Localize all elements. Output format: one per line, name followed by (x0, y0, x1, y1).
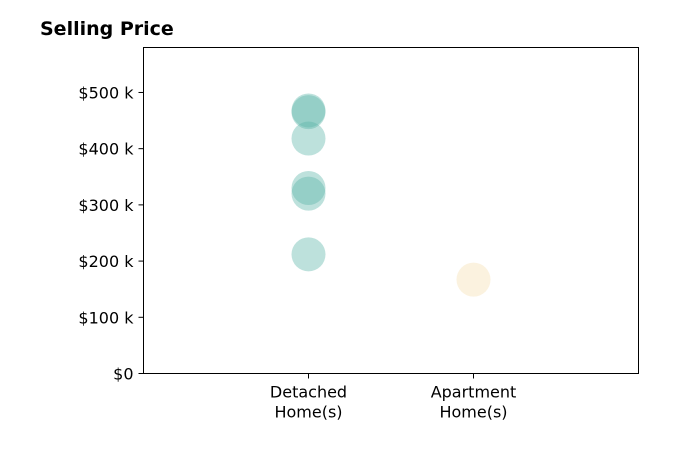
y-tick-label: $400 k (78, 140, 134, 159)
x-tick-label: Apartment Home(s) (431, 383, 517, 422)
data-point (291, 171, 326, 206)
y-tick-label: $300 k (78, 196, 134, 215)
data-point (291, 121, 326, 156)
data-point (291, 176, 326, 211)
y-tick-label: $500 k (78, 83, 134, 102)
plot-frame (143, 47, 639, 374)
y-tick-label: $200 k (78, 252, 134, 271)
data-point (291, 237, 326, 272)
data-point (291, 93, 326, 128)
y-axis: $0 $100 k $200 k $300 k $400 k $500 k (78, 83, 144, 384)
x-tick-label: Detached Home(s) (270, 383, 347, 422)
x-axis: Detached Home(s) Apartment Home(s) (270, 373, 517, 422)
y-tick-label: $0 (113, 365, 133, 384)
data-point (456, 262, 491, 297)
chart-title: Selling Price (40, 18, 174, 40)
y-tick-label: $100 k (78, 308, 134, 327)
data-point (291, 95, 326, 130)
data-points (291, 93, 491, 297)
